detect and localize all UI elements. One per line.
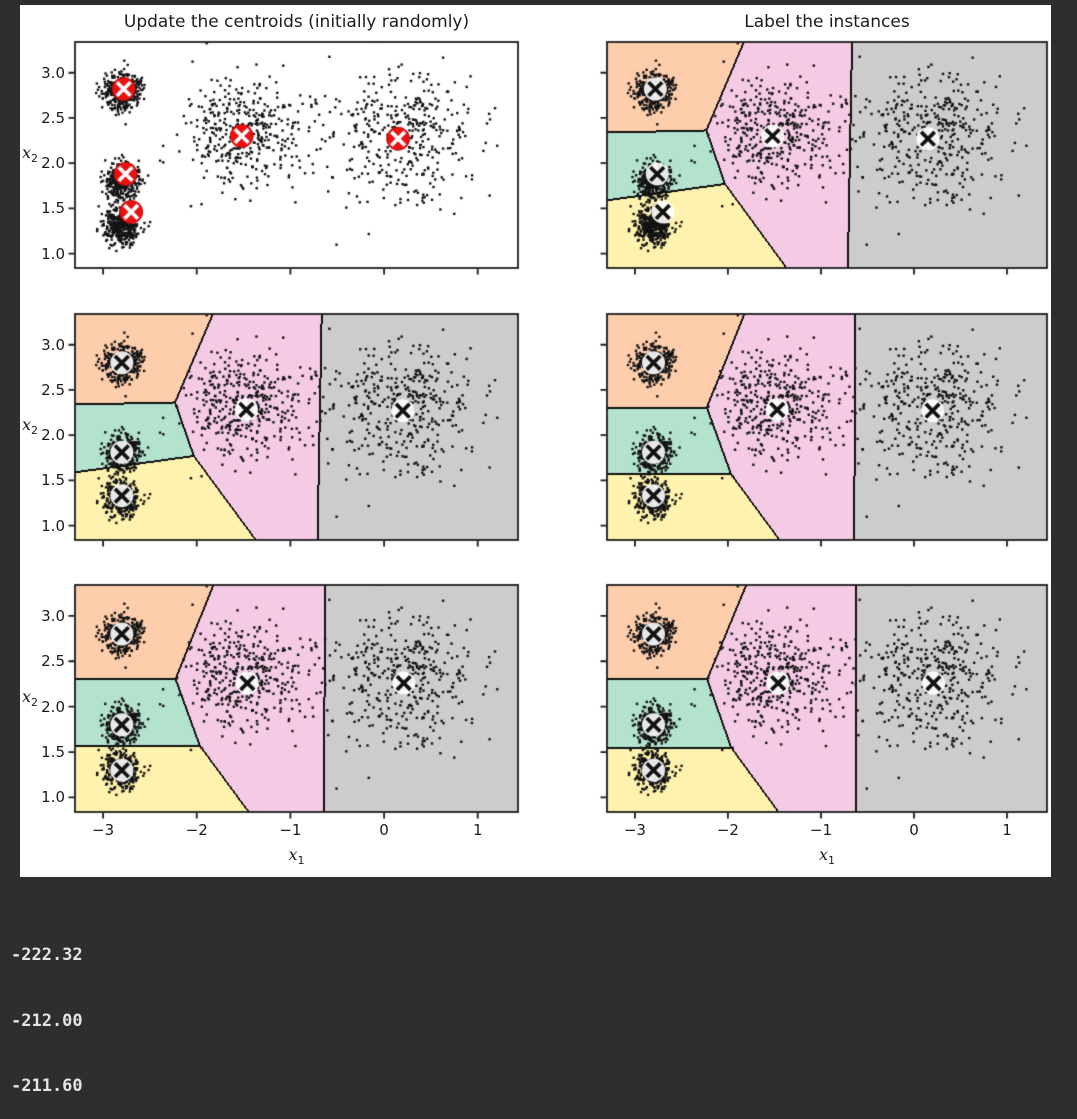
y-tick-label: 2.0 (41, 426, 65, 445)
x-axis-label: x1 (818, 845, 836, 868)
subplot-canvas (65, 32, 528, 278)
x-tick-label: −3 (623, 821, 646, 839)
terminal-line: -211.60 (11, 1075, 83, 1096)
y-tick-label: 1.5 (41, 199, 65, 218)
y-tick-label: 3.0 (41, 606, 65, 625)
x-tick-label: 1 (472, 821, 483, 839)
x-tick-label: −2 (185, 821, 208, 839)
kmeans-subplot-4 (597, 304, 1057, 550)
x-tick-label: 0 (379, 821, 389, 839)
kmeans-subplot-6 (597, 575, 1057, 822)
y-tick-label: 2.0 (41, 697, 65, 716)
kmeans-algorithm-figure: Update the centroids (initially randomly… (20, 5, 1057, 877)
terminal-line: -222.32 (11, 945, 83, 966)
terminal-output: -222.32 -212.00 -211.60 (11, 902, 83, 1119)
subplot-title: Label the instances (744, 12, 910, 32)
subplot-canvas (597, 32, 1057, 278)
y-tick-label: 1.0 (41, 788, 65, 807)
y-axis-label: x2 (22, 686, 39, 709)
x-tick-label: 1 (1002, 821, 1012, 839)
x-tick-label: −1 (279, 821, 302, 839)
y-tick-label: 1.5 (41, 743, 65, 762)
kmeans-subplot-2 (597, 32, 1057, 278)
x-axis-label: x1 (288, 845, 305, 868)
y-tick-label: 1.0 (41, 516, 65, 535)
subplot-canvas (597, 575, 1057, 822)
y-tick-label: 2.5 (41, 652, 65, 671)
x-tick-label: −1 (809, 821, 833, 839)
x-tick-label: −3 (92, 821, 115, 839)
y-tick-label: 2.0 (41, 154, 65, 173)
y-tick-label: 3.0 (41, 63, 65, 82)
y-tick-label: 1.5 (41, 471, 65, 490)
y-axis-label: x2 (22, 415, 39, 438)
subplot-canvas (65, 304, 528, 550)
subplot-title: Update the centroids (initially randomly… (123, 12, 470, 32)
terminal-line: -212.00 (11, 1010, 83, 1031)
x-tick-label: −2 (716, 821, 739, 839)
kmeans-subplot-1 (65, 32, 528, 278)
kmeans-subplot-5 (65, 575, 528, 822)
y-tick-label: 2.5 (41, 108, 65, 127)
y-axis-label: x2 (22, 143, 39, 166)
kmeans-subplot-3 (65, 304, 528, 550)
x-tick-label: 0 (909, 821, 919, 839)
subplot-canvas (597, 304, 1057, 550)
y-tick-label: 3.0 (41, 335, 65, 354)
subplot-canvas (65, 575, 528, 822)
y-tick-label: 2.5 (41, 380, 65, 399)
y-tick-label: 1.0 (41, 244, 65, 263)
